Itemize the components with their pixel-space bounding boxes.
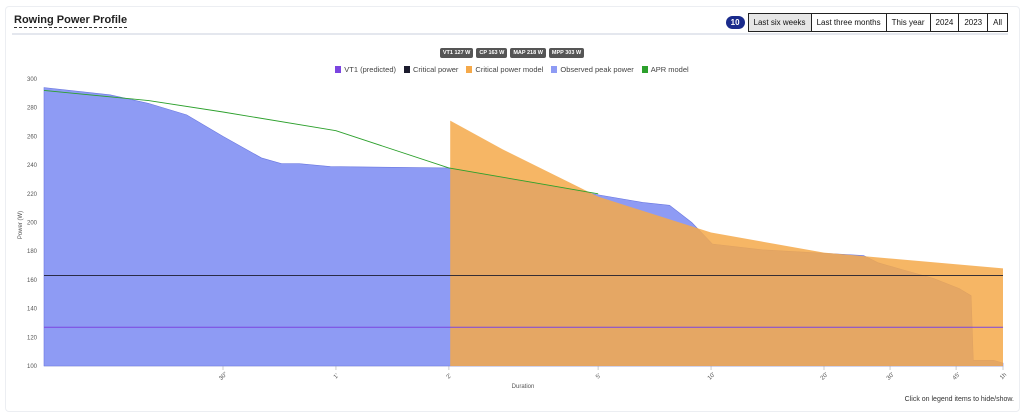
x-tick-label: 10' (707, 372, 717, 382)
divider (12, 33, 1008, 35)
x-tick-label: 1h (999, 372, 1008, 381)
y-tick-label: 260 (27, 134, 38, 140)
legend-label: VT1 (predicted) (344, 65, 396, 74)
chart-legend: VT1 (predicted) Critical power Critical po… (0, 65, 1024, 74)
chart-title[interactable]: Rowing Power Profile (14, 14, 128, 28)
y-tick-label: 120 (27, 335, 38, 341)
summary-badges: VT1 127 W CP 163 W MAP 218 W MPP 303 W (0, 48, 1024, 58)
x-tick-label: 45' (952, 372, 962, 382)
metric-badge: VT1 127 W (439, 48, 474, 58)
y-tick-label: 220 (27, 192, 38, 198)
x-tick-label: 2' (446, 373, 453, 380)
legend-label: APR model (650, 65, 689, 74)
count-badge: 10 (725, 16, 745, 29)
legend-label: Observed peak power (560, 65, 634, 74)
legend-swatch (551, 66, 558, 73)
range-selector: 10 Last six weeks Last three months This y… (725, 13, 1008, 32)
legend-item[interactable]: VT1 (predicted) (335, 65, 396, 74)
y-tick-label: 180 (27, 249, 38, 255)
range-button[interactable]: 2023 (958, 13, 989, 32)
range-button[interactable]: This year (885, 13, 931, 32)
y-tick-label: 280 (27, 106, 38, 112)
legend-label: Critical power (412, 65, 459, 74)
x-tick-label: 30' (886, 372, 896, 382)
legend-label: Critical power model (475, 65, 544, 74)
x-axis-label: Duration (512, 384, 535, 390)
x-tick-label: 30" (218, 371, 228, 381)
metric-badge: CP 163 W (476, 48, 508, 58)
legend-item[interactable]: Critical power model (466, 65, 543, 74)
legend-swatch (641, 66, 648, 73)
y-tick-label: 140 (27, 307, 38, 313)
x-tick-label: 1' (333, 373, 340, 380)
range-button[interactable]: All (987, 13, 1008, 32)
series-area-critical-power-model (450, 120, 1003, 367)
metric-badge: MPP 303 W (548, 48, 585, 58)
y-tick-label: 100 (27, 364, 38, 370)
legend-hint: Click on legend items to hide/show. (904, 396, 1014, 403)
y-tick-label: 240 (27, 163, 38, 169)
y-tick-label: 200 (27, 221, 38, 227)
x-tick-label: 20' (820, 372, 830, 382)
y-tick-label: 160 (27, 278, 38, 284)
legend-swatch (403, 66, 410, 73)
range-button[interactable]: Last six weeks (747, 13, 812, 32)
apr-model-line (43, 90, 599, 195)
legend-item[interactable]: Critical power (403, 65, 459, 74)
legend-swatch (466, 66, 473, 73)
y-axis-label: Power (W) (18, 211, 24, 239)
legend-item[interactable]: APR model (641, 65, 689, 74)
legend-swatch (335, 66, 342, 73)
x-tick-label: 5' (595, 373, 602, 380)
legend-item[interactable]: Observed peak power (551, 65, 634, 74)
range-button[interactable]: Last three months (810, 13, 887, 32)
y-tick-label: 300 (27, 77, 38, 83)
metric-badge: MAP 218 W (510, 48, 546, 58)
